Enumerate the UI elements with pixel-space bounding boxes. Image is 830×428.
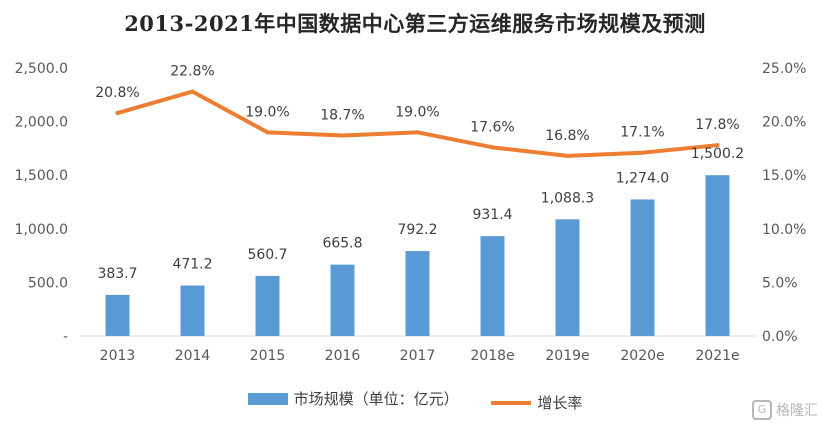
bar bbox=[630, 199, 655, 336]
x-tick-label: 2016 bbox=[325, 348, 361, 364]
line-point bbox=[490, 145, 495, 150]
legend-item-bar: 市场规模（单位：亿元） bbox=[247, 388, 459, 409]
bar bbox=[405, 251, 430, 336]
line-data-label: 17.1% bbox=[620, 125, 664, 141]
line-point bbox=[415, 130, 420, 135]
y-left-tick-label: 1,000.0 bbox=[15, 222, 68, 238]
x-tick-label: 2020e bbox=[620, 348, 664, 364]
bar-data-label: 471.2 bbox=[172, 256, 212, 272]
line-data-label: 17.8% bbox=[695, 117, 739, 133]
y-left-tick-label: 1,500.0 bbox=[15, 168, 68, 184]
gelonghui-logo-icon: G bbox=[752, 400, 772, 420]
line-data-label: 19.0% bbox=[395, 104, 439, 120]
legend-label-bar: 市场规模（单位：亿元） bbox=[293, 390, 459, 408]
line-data-label: 18.7% bbox=[320, 108, 364, 124]
line-data-label: 22.8% bbox=[170, 64, 214, 80]
x-tick-label: 2021e bbox=[695, 348, 739, 364]
bar bbox=[480, 236, 505, 336]
y-right-tick-label: 25.0% bbox=[762, 61, 806, 77]
y-right-tick-label: 20.0% bbox=[762, 115, 806, 131]
bar-data-label: 383.7 bbox=[97, 266, 137, 282]
chart-title: 2013-2021年中国数据中心第三方运维服务市场规模及预测 bbox=[124, 11, 706, 36]
bar bbox=[180, 285, 205, 336]
bar bbox=[705, 175, 730, 336]
x-tick-label: 2019e bbox=[545, 348, 589, 364]
bar-data-label: 1,088.3 bbox=[541, 190, 594, 206]
line-data-label: 17.6% bbox=[470, 119, 514, 135]
legend-swatch-line bbox=[491, 400, 532, 405]
bar-data-label: 792.2 bbox=[397, 222, 437, 238]
bar bbox=[255, 275, 280, 336]
bar-data-label: 1,500.2 bbox=[691, 146, 744, 162]
line-point bbox=[190, 89, 195, 94]
bar bbox=[555, 219, 580, 336]
bar-data-label: 560.7 bbox=[247, 247, 287, 263]
line-data-label: 20.8% bbox=[95, 85, 139, 101]
y-right-tick-label: 5.0% bbox=[762, 275, 798, 291]
legend-item-line: 增长率 bbox=[491, 392, 582, 413]
x-tick-label: 2013 bbox=[100, 348, 136, 364]
x-tick-label: 2014 bbox=[175, 348, 211, 364]
line-point bbox=[565, 153, 570, 158]
bar bbox=[105, 294, 130, 336]
legend-swatch-bar bbox=[247, 392, 288, 405]
line-point bbox=[640, 150, 645, 155]
line-data-label: 16.8% bbox=[545, 128, 589, 144]
watermark: G 格隆汇 bbox=[752, 400, 818, 420]
bar bbox=[330, 264, 355, 336]
bar-data-label: 1,274.0 bbox=[616, 170, 669, 186]
y-left-tick-label: 2,000.0 bbox=[15, 115, 68, 131]
y-right-tick-label: 15.0% bbox=[762, 168, 806, 184]
legend: 市场规模（单位：亿元） 增长率 bbox=[0, 388, 830, 413]
y-left-tick-label: 500.0 bbox=[28, 275, 68, 291]
x-tick-label: 2017 bbox=[400, 348, 436, 364]
bar-data-label: 665.8 bbox=[322, 236, 362, 252]
line-point bbox=[115, 111, 120, 116]
y-right-tick-label: 0.0% bbox=[762, 329, 798, 345]
watermark-text: 格隆汇 bbox=[776, 403, 818, 419]
x-tick-label: 2015 bbox=[250, 348, 286, 364]
y-left-tick-label: 2,500.0 bbox=[15, 61, 68, 77]
line-point bbox=[265, 130, 270, 135]
y-right-tick-label: 10.0% bbox=[762, 222, 806, 238]
bar-data-label: 931.4 bbox=[472, 207, 512, 223]
line-point bbox=[715, 143, 720, 148]
line-point bbox=[340, 133, 345, 138]
line-data-label: 19.0% bbox=[245, 104, 289, 120]
y-left-tick-label: - bbox=[63, 329, 68, 345]
x-tick-label: 2018e bbox=[470, 348, 514, 364]
legend-label-line: 增长率 bbox=[537, 394, 583, 412]
